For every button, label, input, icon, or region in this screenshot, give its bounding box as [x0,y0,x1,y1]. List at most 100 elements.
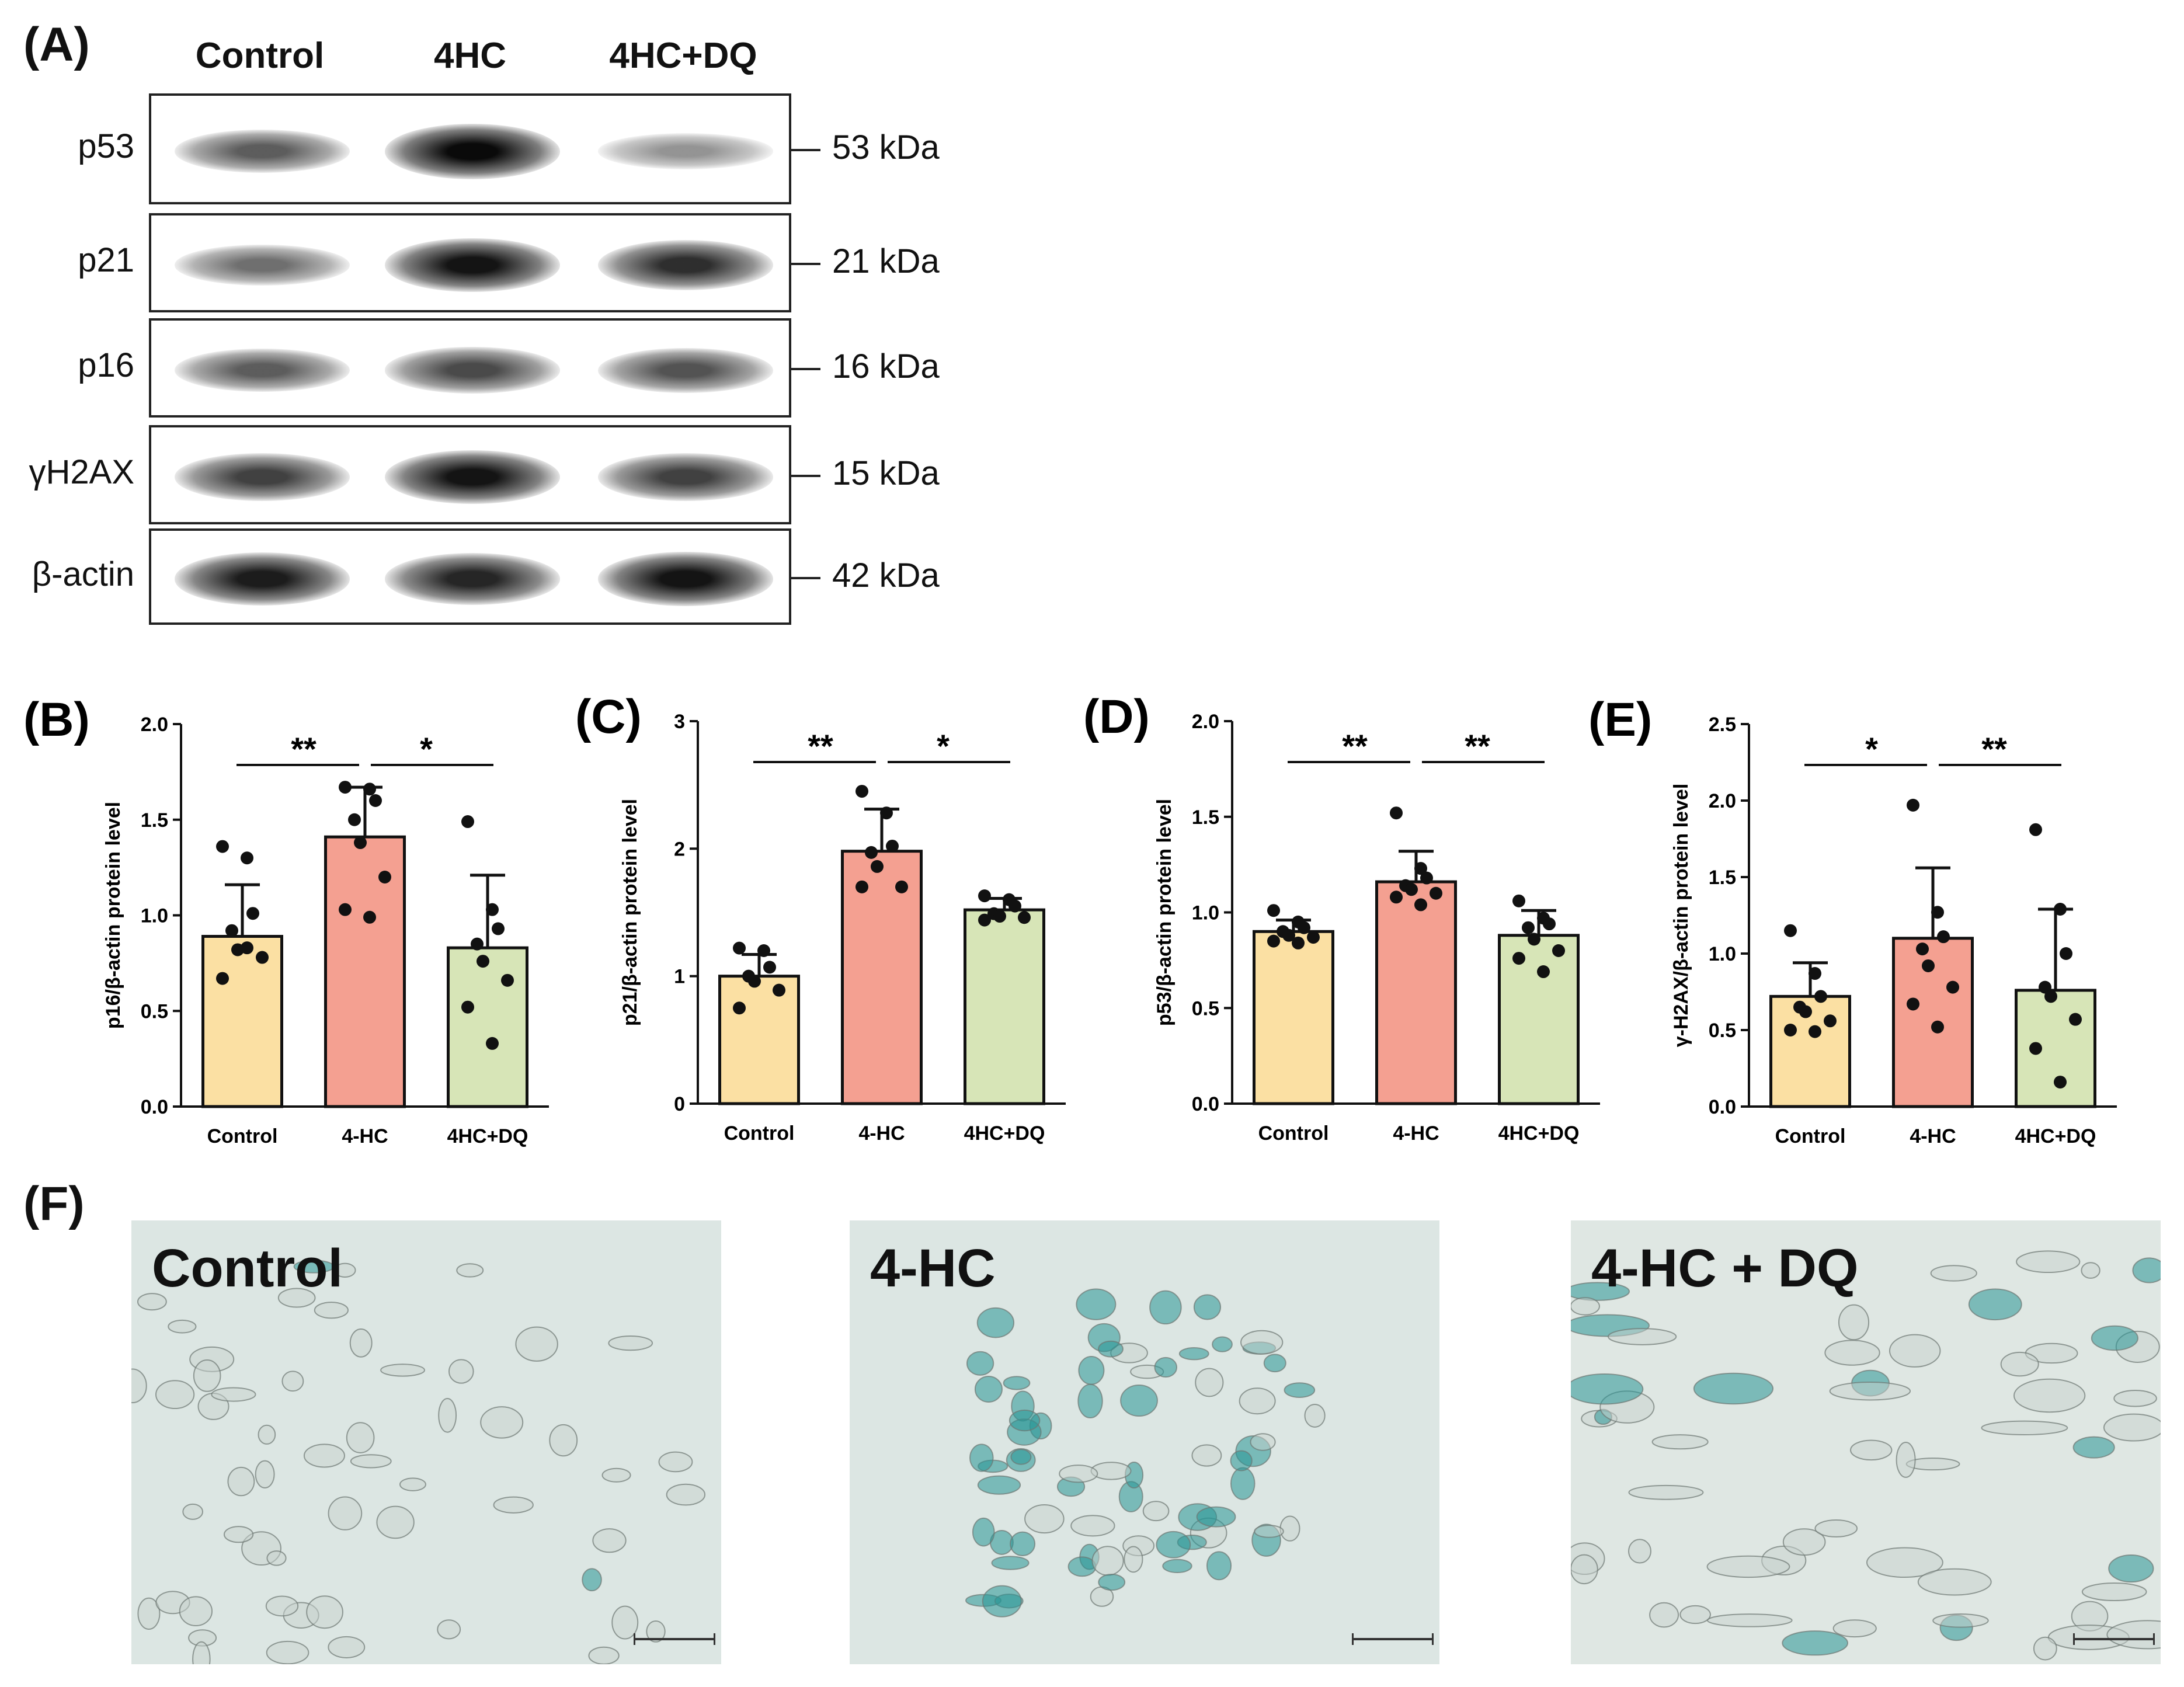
data-point [2060,947,2072,960]
protein-band [598,552,773,606]
cell [2081,1582,2147,1602]
cell [972,1517,995,1547]
bar [718,975,800,1105]
protein-band [175,244,350,286]
protein-band [385,553,560,605]
cell [1230,1467,1256,1500]
cell [255,1460,275,1488]
cell [1651,1434,1709,1450]
cell [582,1568,602,1592]
cell [1284,1382,1316,1398]
cell [1838,1304,1870,1341]
cell [646,1620,666,1643]
data-point [1799,1005,1812,1018]
cell [991,1556,1030,1570]
marker-tick [791,368,820,370]
cell [155,1380,195,1410]
cell [380,1363,426,1377]
cell [1829,1381,1911,1401]
data-point [993,910,1006,923]
cell [346,1422,375,1453]
cell [480,1406,524,1439]
bar-charts: (B) 0.0 0.5 1.0 1.5 2.0 p16/β-actin protein le… [23,690,2117,1147]
cell [1254,1525,1284,1538]
data-point [471,937,484,951]
y-tick-label: 0.5 [1192,997,1219,1020]
marker-tick [791,576,820,579]
significance-marker: ** [1342,728,1368,764]
blot-row-label: p21 [78,241,134,279]
cell [349,1328,373,1358]
cell [658,1451,693,1473]
blot-row-label: p16 [78,346,134,384]
micrograph-label: 4-HC [870,1239,996,1298]
protein-band [385,347,560,394]
cell [1003,1376,1031,1390]
data-point [241,851,253,865]
cell [1693,1372,1774,1405]
panel-a-letter: (A) [23,18,90,71]
significance-marker: ** [291,731,317,767]
marker-tick [791,149,820,151]
y-axis-label: p16/β-actin protein level [102,802,124,1029]
data-point [978,913,991,927]
data-point [339,781,352,794]
cell [1124,1546,1143,1573]
data-point [978,889,991,903]
cell [333,1262,356,1278]
y-tick-label: 1.0 [1192,902,1219,924]
data-point [1414,898,1427,912]
data-point [865,846,878,859]
data-point [216,840,229,853]
data-point [339,903,352,916]
data-point [773,983,785,997]
cell [1206,1551,1232,1581]
x-tick-label: Control [1258,1122,1329,1145]
y-tick-label: 1.5 [1192,806,1219,829]
data-point [1937,930,1950,944]
cell [592,1528,627,1553]
cell [258,1424,276,1445]
protein-band [385,238,560,293]
data-point [1931,1020,1944,1034]
cell [1930,1265,1977,1282]
cell [2072,1436,2115,1459]
cell [223,1526,254,1543]
molecular-weight-label: 53 kDa [832,128,940,166]
cell [1149,1290,1182,1325]
cell [1866,1547,1943,1578]
data-point [1528,933,1540,946]
y-tick-label: 2.0 [141,714,168,736]
cell [1279,1515,1300,1542]
data-point [2029,823,2042,836]
cell [1571,1282,1630,1301]
cell [1571,1373,1644,1405]
cell [1230,1450,1253,1472]
data-point [733,941,746,955]
cell [1628,1484,1704,1500]
cell-field [965,1288,1326,1618]
data-point [2029,1042,2042,1055]
panel-letter: (C) [575,690,642,743]
y-tick-label: 1.5 [141,809,168,832]
cell [1076,1288,1117,1320]
cell [2081,1262,2100,1279]
cell [1098,1574,1126,1591]
protein-band [598,240,773,290]
significance-marker: * [420,731,433,767]
blot-row-label: β-actin [32,555,134,593]
x-tick-label: 4HC+DQ [2015,1125,2096,1147]
cell [1191,1444,1222,1467]
x-tick-label: Control [207,1125,278,1147]
cell [328,1636,366,1658]
cell [265,1595,299,1617]
panel-letter: (D) [1083,690,1150,743]
data-point [363,782,376,796]
cell [314,1302,349,1319]
cell [666,1483,706,1506]
cell [974,1376,1003,1403]
cell [982,1585,1022,1618]
cell [448,1359,474,1384]
x-tick-label: 4HC+DQ [964,1122,1045,1145]
micrograph-image: 4-HC + DQ [1571,1220,2161,1664]
